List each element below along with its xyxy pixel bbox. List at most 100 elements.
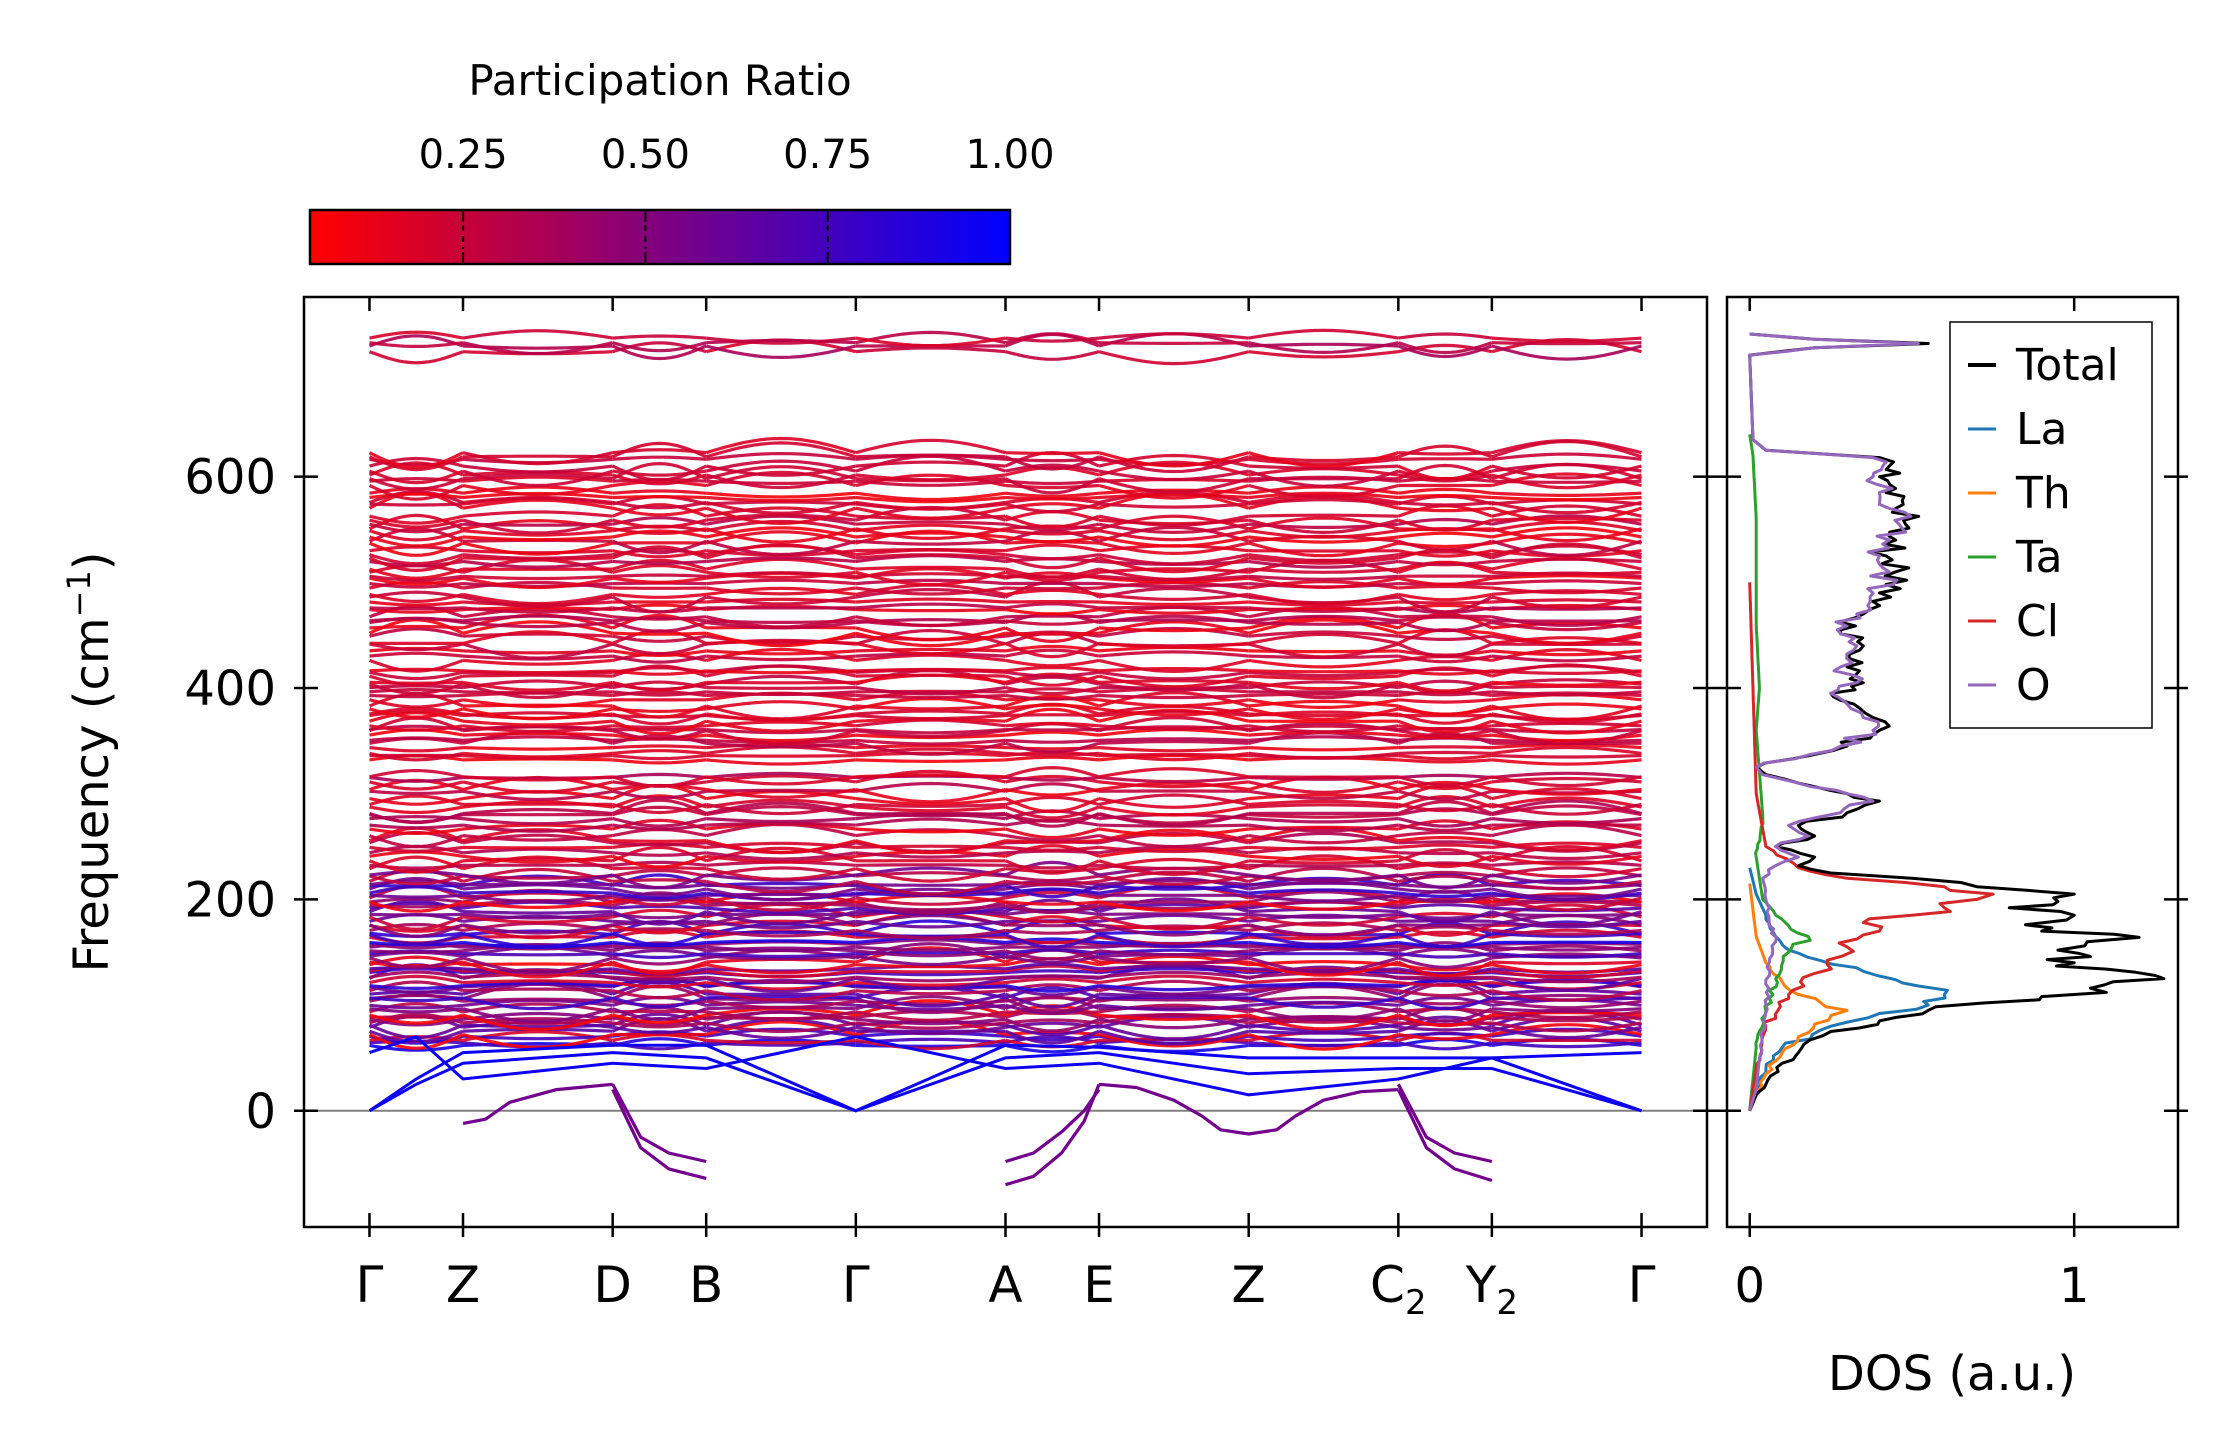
phonon-band bbox=[612, 868, 707, 878]
phonon-band bbox=[369, 624, 464, 630]
phonon-band bbox=[706, 854, 856, 864]
phonon-band bbox=[1005, 457, 1100, 463]
phonon-band bbox=[1248, 457, 1399, 466]
y-tick-label: 0 bbox=[245, 1084, 276, 1140]
phonon-band bbox=[855, 773, 1006, 779]
phonon-band bbox=[1004, 626, 1100, 644]
phonon-band bbox=[855, 954, 1006, 967]
phonon-band bbox=[1005, 782, 1100, 793]
phonon-band bbox=[1248, 680, 1399, 691]
phonon-band bbox=[1398, 840, 1492, 845]
kpoint-label: Γ bbox=[1628, 1256, 1656, 1314]
phonon-band bbox=[369, 592, 464, 604]
phonon-band bbox=[462, 900, 613, 910]
phonon-band bbox=[855, 473, 1006, 482]
phonon-band bbox=[705, 527, 857, 544]
phonon-band bbox=[462, 1032, 614, 1049]
phonon-band bbox=[369, 582, 464, 589]
phonon-band bbox=[1491, 500, 1642, 515]
phonon-band bbox=[462, 915, 613, 924]
phonon-band bbox=[1248, 606, 1399, 614]
phonon-band bbox=[462, 931, 614, 949]
phonon-band bbox=[1098, 670, 1249, 681]
phonon-band bbox=[462, 1002, 613, 1014]
phonon-band bbox=[462, 451, 614, 466]
phonon-band bbox=[612, 666, 707, 674]
phonon-band bbox=[1005, 874, 1100, 883]
phonon-band bbox=[1397, 1041, 1493, 1051]
phonon-band bbox=[369, 768, 464, 779]
phonon-band bbox=[369, 667, 464, 673]
dos-legend: Total La Th Ta Cl O bbox=[1949, 321, 2153, 729]
phonon-band bbox=[706, 495, 856, 503]
phonon-band bbox=[1491, 615, 1642, 628]
phonon-band bbox=[855, 607, 1006, 613]
y-tick-label: 400 bbox=[184, 661, 276, 717]
phonon-band bbox=[1005, 336, 1100, 343]
phonon-band bbox=[368, 484, 464, 501]
phonon-band bbox=[1248, 642, 1399, 659]
phonon-band bbox=[1005, 891, 1100, 900]
phonon-band bbox=[855, 641, 1006, 656]
phonon-band bbox=[1248, 498, 1399, 506]
dos-curve-cl bbox=[1748, 582, 1995, 1112]
phonon-band bbox=[705, 700, 857, 711]
phonon-band bbox=[1098, 667, 1249, 673]
phonon-band bbox=[462, 972, 613, 979]
phonon-band bbox=[855, 896, 1006, 906]
phonon-band bbox=[612, 758, 707, 765]
phonon-band bbox=[1248, 893, 1399, 903]
phonon-band bbox=[612, 929, 707, 939]
phonon-band bbox=[369, 693, 464, 699]
phonon-band bbox=[369, 522, 464, 534]
phonon-band bbox=[1248, 982, 1399, 988]
phonon-band bbox=[1398, 332, 1493, 340]
phonon-band bbox=[1005, 775, 1100, 782]
phonon-band bbox=[1098, 874, 1249, 886]
phonon-band bbox=[1491, 631, 1642, 645]
phonon-band bbox=[855, 565, 1006, 571]
phonon-band bbox=[1004, 477, 1100, 495]
phonon-band bbox=[855, 900, 1006, 915]
phonon-band bbox=[1005, 570, 1100, 583]
phonon-band bbox=[369, 805, 464, 815]
phonon-band bbox=[1248, 1041, 1399, 1048]
phonon-band bbox=[1491, 516, 1642, 522]
phonon-band bbox=[612, 455, 707, 461]
phonon-band bbox=[1248, 1029, 1399, 1035]
phonon-band bbox=[705, 595, 857, 606]
phonon-band bbox=[1398, 951, 1493, 959]
phonon-band bbox=[612, 956, 707, 966]
phonon-band bbox=[612, 860, 707, 867]
phonon-band bbox=[1248, 1034, 1399, 1043]
phonon-band bbox=[1098, 626, 1249, 633]
phonon-band bbox=[855, 747, 1006, 755]
phonon-band bbox=[1491, 787, 1642, 801]
phonon-band bbox=[1098, 522, 1249, 535]
phonon-band bbox=[855, 969, 1006, 974]
phonon-band bbox=[369, 1003, 464, 1010]
phonon-band bbox=[855, 673, 1006, 678]
phonon-band bbox=[855, 975, 1006, 983]
phonon-band bbox=[706, 690, 856, 697]
soft-mode-branch bbox=[1396, 1083, 1493, 1164]
phonon-band bbox=[1005, 658, 1100, 668]
phonon-band bbox=[706, 939, 856, 945]
phonon-band bbox=[706, 686, 856, 690]
phonon-band bbox=[612, 839, 707, 843]
phonon-band bbox=[706, 995, 856, 1000]
phonon-band bbox=[1398, 698, 1493, 704]
phonon-band bbox=[1491, 719, 1642, 735]
phonon-band bbox=[462, 707, 614, 721]
phonon-band bbox=[855, 713, 1006, 721]
phonon-band bbox=[1491, 704, 1642, 722]
phonon-band bbox=[1004, 997, 1100, 1015]
phonon-band bbox=[705, 506, 857, 526]
phonon-band bbox=[462, 910, 613, 915]
phonon-band bbox=[1098, 620, 1250, 635]
phonon-band bbox=[369, 985, 464, 995]
phonon-band bbox=[705, 519, 857, 533]
phonon-band bbox=[1005, 529, 1100, 536]
